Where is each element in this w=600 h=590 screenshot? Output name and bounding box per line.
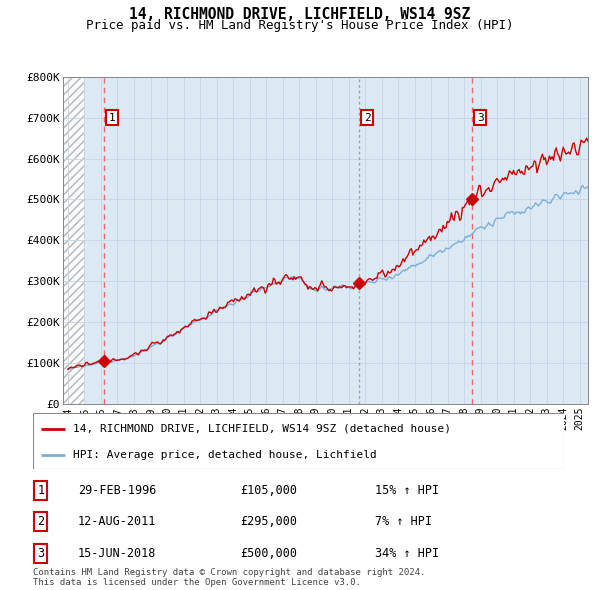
Text: 3: 3 [37, 546, 44, 560]
Text: Price paid vs. HM Land Registry's House Price Index (HPI): Price paid vs. HM Land Registry's House … [86, 19, 514, 32]
Text: 2: 2 [364, 113, 371, 123]
Text: 14, RICHMOND DRIVE, LICHFIELD, WS14 9SZ (detached house): 14, RICHMOND DRIVE, LICHFIELD, WS14 9SZ … [73, 424, 451, 434]
Text: HPI: Average price, detached house, Lichfield: HPI: Average price, detached house, Lich… [73, 450, 377, 460]
Text: £105,000: £105,000 [240, 484, 297, 497]
Text: 7% ↑ HPI: 7% ↑ HPI [375, 515, 432, 529]
Text: 1: 1 [37, 484, 44, 497]
Text: 15% ↑ HPI: 15% ↑ HPI [375, 484, 439, 497]
Text: 1: 1 [109, 113, 115, 123]
Text: £500,000: £500,000 [240, 546, 297, 560]
Text: 12-AUG-2011: 12-AUG-2011 [78, 515, 157, 529]
Text: 3: 3 [477, 113, 484, 123]
Text: 2: 2 [37, 515, 44, 529]
Text: 14, RICHMOND DRIVE, LICHFIELD, WS14 9SZ: 14, RICHMOND DRIVE, LICHFIELD, WS14 9SZ [130, 7, 470, 22]
Text: £295,000: £295,000 [240, 515, 297, 529]
Text: 15-JUN-2018: 15-JUN-2018 [78, 546, 157, 560]
Text: Contains HM Land Registry data © Crown copyright and database right 2024.
This d: Contains HM Land Registry data © Crown c… [33, 568, 425, 587]
Text: 29-FEB-1996: 29-FEB-1996 [78, 484, 157, 497]
Text: 34% ↑ HPI: 34% ↑ HPI [375, 546, 439, 560]
Bar [63, 77, 85, 404]
